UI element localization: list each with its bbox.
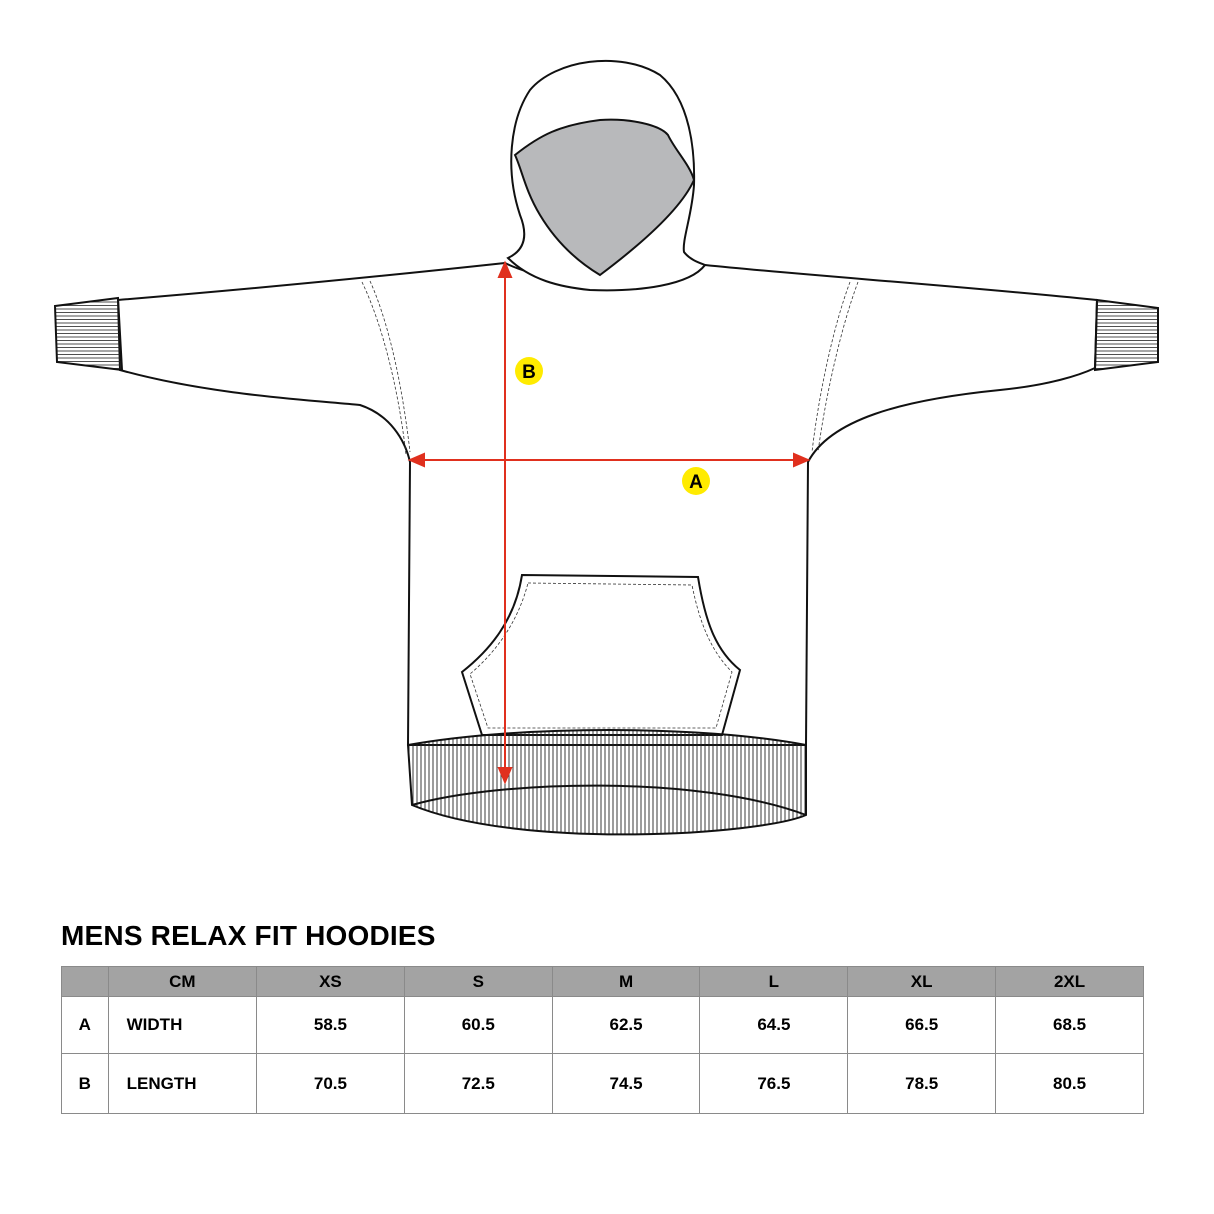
value-cell: 70.5 xyxy=(256,1053,405,1114)
waistband xyxy=(406,729,807,836)
value-cell: 64.5 xyxy=(699,996,849,1054)
value-cell: 78.5 xyxy=(847,1053,997,1114)
header-cell: S xyxy=(403,966,553,997)
value-cell: 62.5 xyxy=(551,996,701,1054)
hoodie-body xyxy=(116,261,1099,746)
right-cuff xyxy=(1093,298,1159,372)
value-cell: 80.5 xyxy=(995,1053,1144,1114)
table-row: A WIDTH 58.5 60.5 62.5 64.5 66.5 68.5 xyxy=(61,996,1144,1054)
header-cell: CM xyxy=(107,966,258,997)
hoodie-diagram: B A xyxy=(53,59,1159,836)
row-name: WIDTH xyxy=(107,996,258,1054)
header-cell: XS xyxy=(256,966,405,997)
marker-a: A xyxy=(682,467,710,495)
header-cell: L xyxy=(699,966,849,997)
value-cell: 58.5 xyxy=(256,996,405,1054)
header-cell xyxy=(61,966,109,997)
value-cell: 66.5 xyxy=(847,996,997,1054)
value-cell: 72.5 xyxy=(403,1053,553,1114)
size-table: CM XS S M L XL 2XL A WIDTH 58.5 60.5 62.… xyxy=(61,966,1144,1114)
value-cell: 76.5 xyxy=(699,1053,849,1114)
row-key: A xyxy=(61,996,109,1054)
header-cell: 2XL xyxy=(995,966,1144,997)
value-cell: 74.5 xyxy=(551,1053,701,1114)
svg-text:A: A xyxy=(689,472,703,493)
chart-title: MENS RELAX FIT HOODIES xyxy=(61,920,436,951)
hood-lining xyxy=(513,118,696,277)
value-cell: 60.5 xyxy=(403,996,553,1054)
header-row: CM XS S M L XL 2XL xyxy=(61,966,1144,997)
table-row: B LENGTH 70.5 72.5 74.5 76.5 78.5 80.5 xyxy=(61,1053,1144,1114)
row-name: LENGTH xyxy=(107,1053,258,1114)
header-cell: XL xyxy=(847,966,997,997)
row-key: B xyxy=(61,1053,109,1114)
value-cell: 68.5 xyxy=(995,996,1144,1054)
svg-text:B: B xyxy=(522,362,536,383)
marker-b: B xyxy=(515,357,543,385)
left-cuff xyxy=(53,296,124,372)
header-cell: M xyxy=(551,966,701,997)
